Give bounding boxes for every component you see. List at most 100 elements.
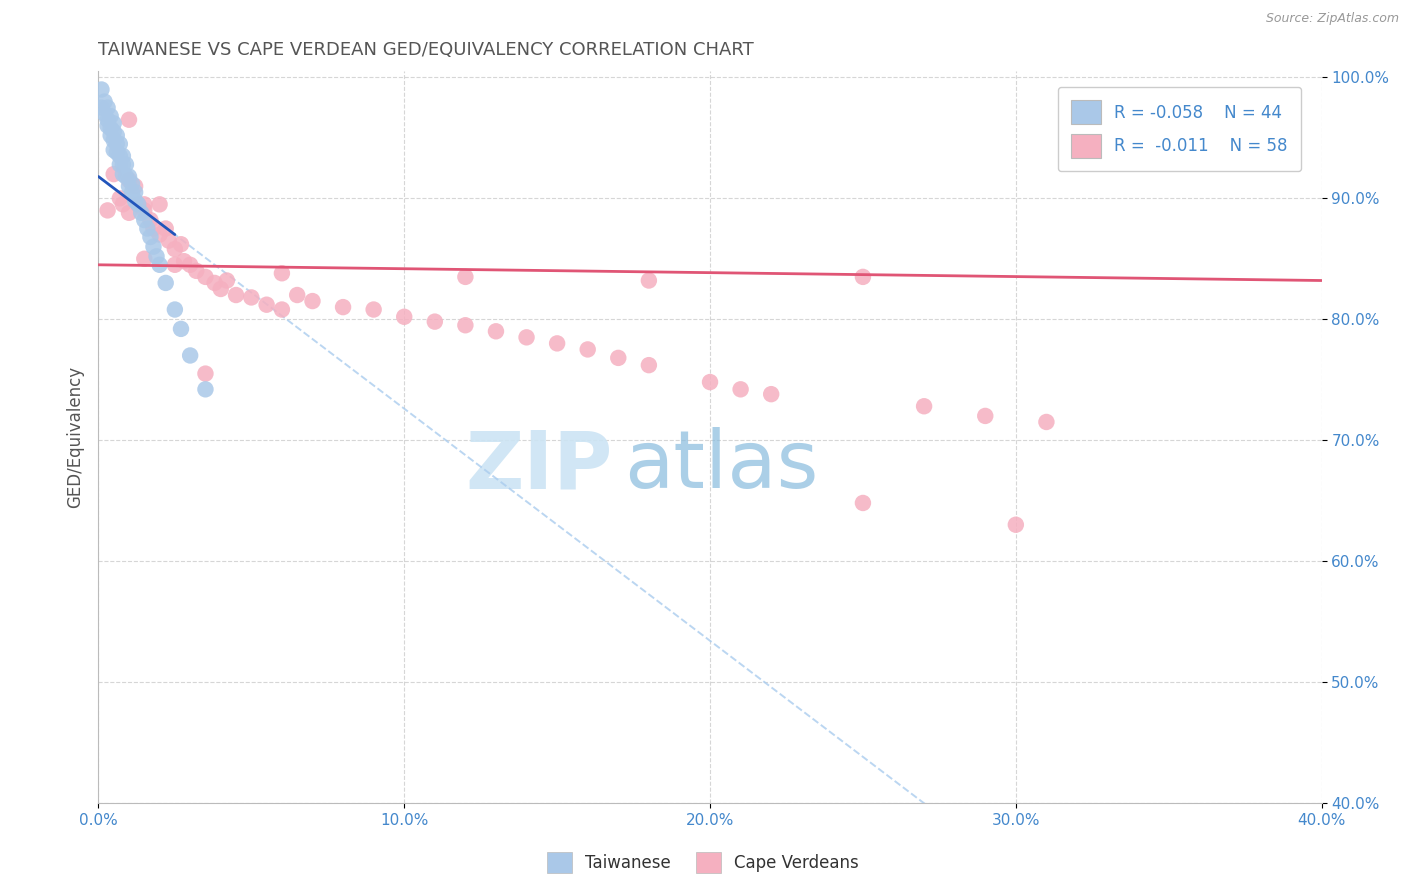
Point — [108, 157, 131, 171]
Point — [103, 167, 125, 181]
Point — [121, 186, 143, 200]
Point — [699, 375, 721, 389]
Y-axis label: GED/Equivalency: GED/Equivalency — [66, 366, 84, 508]
Point — [332, 300, 354, 314]
Point — [637, 273, 661, 287]
Point — [129, 206, 152, 220]
Point — [225, 288, 247, 302]
Point — [108, 191, 131, 205]
Point — [115, 169, 138, 184]
Point — [516, 330, 538, 344]
Point — [576, 343, 599, 357]
Point — [163, 258, 186, 272]
Point — [301, 294, 323, 309]
Point — [90, 101, 112, 115]
Point — [103, 116, 125, 130]
Point — [163, 302, 186, 317]
Point — [124, 186, 146, 200]
Point — [149, 258, 172, 272]
Point — [118, 169, 141, 184]
Point — [103, 143, 125, 157]
Point — [142, 221, 165, 235]
Point — [194, 367, 217, 381]
Point — [105, 136, 128, 151]
Point — [124, 179, 146, 194]
Text: TAIWANESE VS CAPE VERDEAN GED/EQUIVALENCY CORRELATION CHART: TAIWANESE VS CAPE VERDEAN GED/EQUIVALENC… — [98, 41, 754, 59]
Point — [105, 145, 128, 160]
Point — [186, 264, 208, 278]
Point — [127, 197, 149, 211]
Point — [97, 203, 120, 218]
Point — [136, 221, 159, 235]
Point — [108, 149, 131, 163]
Point — [118, 173, 141, 187]
Point — [100, 128, 122, 143]
Point — [215, 273, 238, 287]
Legend: R = -0.058    N = 44, R =  -0.011    N = 58: R = -0.058 N = 44, R = -0.011 N = 58 — [1057, 87, 1301, 171]
Point — [127, 197, 149, 211]
Point — [149, 227, 172, 242]
Point — [173, 254, 195, 268]
Point — [392, 310, 416, 324]
Legend: Taiwanese, Cape Verdeans: Taiwanese, Cape Verdeans — [540, 846, 866, 880]
Point — [134, 197, 156, 211]
Text: atlas: atlas — [624, 427, 818, 506]
Point — [93, 106, 115, 120]
Point — [103, 125, 125, 139]
Point — [100, 109, 122, 123]
Point — [194, 269, 217, 284]
Point — [105, 128, 128, 143]
Point — [157, 234, 180, 248]
Point — [454, 318, 477, 333]
Point — [637, 358, 661, 372]
Point — [142, 240, 165, 254]
Point — [111, 157, 134, 171]
Point — [149, 197, 172, 211]
Point — [179, 258, 201, 272]
Point — [124, 194, 146, 208]
Point — [204, 276, 226, 290]
Point — [194, 382, 217, 396]
Point — [256, 298, 278, 312]
Point — [134, 213, 156, 227]
Point — [485, 324, 508, 338]
Point — [118, 179, 141, 194]
Point — [454, 269, 477, 284]
Point — [111, 197, 134, 211]
Point — [974, 409, 997, 423]
Point — [97, 101, 120, 115]
Point — [607, 351, 630, 365]
Point — [240, 290, 263, 304]
Point — [97, 112, 120, 127]
Point — [285, 288, 308, 302]
Point — [1035, 415, 1057, 429]
Point — [270, 302, 292, 317]
Text: Source: ZipAtlas.com: Source: ZipAtlas.com — [1265, 12, 1399, 25]
Point — [852, 496, 875, 510]
Point — [852, 269, 875, 284]
Point — [139, 213, 162, 227]
Point — [103, 133, 125, 147]
Point — [115, 157, 138, 171]
Point — [134, 252, 156, 266]
Point — [108, 136, 131, 151]
Point — [759, 387, 782, 401]
Point — [163, 242, 186, 256]
Point — [97, 119, 120, 133]
Point — [270, 266, 292, 280]
Point — [912, 399, 935, 413]
Point — [179, 349, 201, 363]
Point — [155, 221, 177, 235]
Point — [423, 315, 446, 329]
Point — [209, 282, 232, 296]
Point — [111, 167, 134, 181]
Point — [111, 149, 134, 163]
Point — [155, 276, 177, 290]
Point — [134, 203, 156, 218]
Point — [121, 177, 143, 191]
Point — [1004, 517, 1026, 532]
Point — [363, 302, 385, 317]
Text: ZIP: ZIP — [465, 427, 612, 506]
Point — [118, 206, 141, 220]
Point — [90, 82, 112, 96]
